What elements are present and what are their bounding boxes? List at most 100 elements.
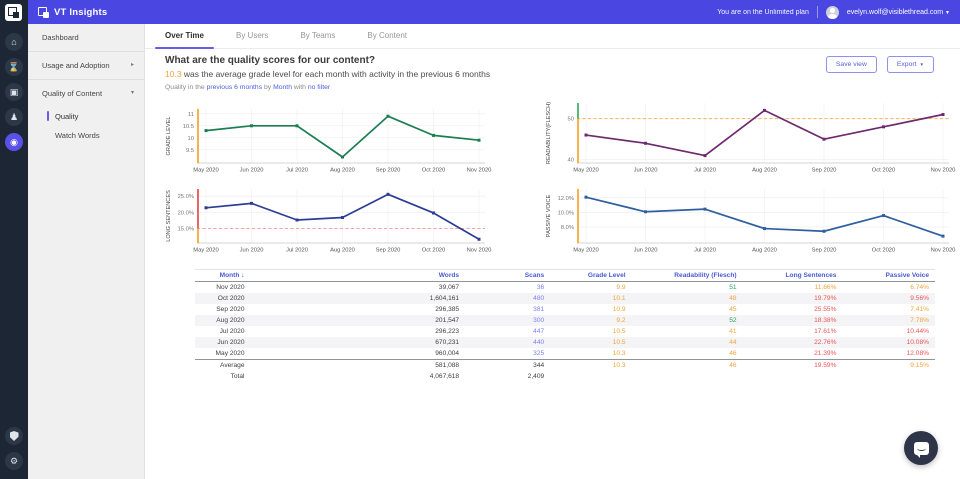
insights-eye-icon[interactable]: ◉ [5, 133, 23, 151]
table-row: Aug 2020 201,547 300 9.2 52 18.38% 7.78% [195, 315, 935, 326]
export-button[interactable]: Export ▼ [886, 56, 934, 73]
table-cell: 12.08% [842, 348, 935, 360]
sidebar-item-usage-and-adoption[interactable]: Usage and Adoption ▸ [42, 61, 134, 70]
table-cell: 46 [729, 362, 737, 369]
svg-text:12.0%: 12.0% [558, 196, 574, 202]
sidebar-item-quality[interactable]: Quality [28, 107, 144, 126]
table-cell: 581,088 [435, 362, 460, 369]
column-header-scans[interactable]: Scans [465, 269, 551, 282]
svg-text:Jun 2020: Jun 2020 [240, 168, 264, 174]
table-cell [632, 371, 743, 382]
save-view-button[interactable]: Save view [825, 56, 877, 73]
table-cell[interactable]: 381 [533, 306, 545, 313]
table-row: May 2020 960,004 325 10.3 46 21.39% 12.08% [195, 348, 935, 360]
table-cell: 9.9 [616, 284, 626, 291]
sidebar-item-quality-of-content[interactable]: Quality of Content ▾ [42, 89, 134, 98]
table-cell: 41 [729, 328, 737, 335]
table-cell: 52 [729, 317, 737, 324]
tab-bar: Over Time By Users By Teams By Content [145, 24, 960, 49]
tab-by-content[interactable]: By Content [367, 31, 407, 40]
filter-granularity-link[interactable]: Month [273, 84, 292, 91]
table-cell: May 2020 [195, 348, 251, 360]
svg-text:Sep 2020: Sep 2020 [376, 248, 401, 254]
icon-rail: ⌂ ⌛ ▣ ♟ ◉ ⚙ [0, 0, 28, 479]
long-sentences-chart: 15.0% 20.0% 25.0% May 2020 Jun 2020 Jul 2020 A… [163, 184, 493, 256]
svg-text:Nov 2020: Nov 2020 [931, 168, 956, 174]
table-cell: 344 [533, 362, 545, 369]
history-icon[interactable]: ⌛ [5, 58, 23, 76]
visiblethread-logo-icon[interactable] [5, 4, 22, 21]
user-avatar[interactable] [825, 5, 839, 19]
table-cell: 25.55% [814, 306, 837, 313]
chart-readability: 40 50 May 2020 Jun 2020 Jul 2020 Aug 2020 Sep … [546, 102, 956, 174]
table-cell: 39,067 [438, 284, 460, 291]
sidebar-item-watch-words[interactable]: Watch Words [55, 131, 100, 140]
table-cell: 10.3 [612, 362, 626, 369]
table-cell: 9.15% [910, 362, 929, 369]
table-cell: 10.44% [906, 328, 929, 335]
table-cell[interactable]: 447 [533, 328, 545, 335]
sidebar-divider [28, 51, 144, 52]
svg-text:Aug 2020: Aug 2020 [752, 168, 777, 174]
table-row: Oct 2020 1,604,161 480 10.1 48 19.79% 9.56% [195, 293, 935, 304]
filter-none-link[interactable]: no filter [307, 84, 331, 91]
table-cell [842, 371, 935, 382]
table-cell: Average [220, 362, 245, 369]
table-cell: 1,604,161 [429, 295, 460, 302]
security-shield-icon[interactable] [5, 427, 23, 445]
table-row: Sep 2020 296,385 381 10.9 45 25.55% 7.41% [195, 304, 935, 315]
table-row: Jul 2020 296,223 447 10.5 41 17.61% 10.44% [195, 326, 935, 337]
sort-descending-icon: ↓ [239, 272, 245, 279]
chat-launcher-button[interactable] [904, 431, 938, 465]
table-cell[interactable]: 300 [533, 317, 545, 324]
column-header-readability-flesch-[interactable]: Readability (Flesch) [631, 269, 743, 282]
table-cell[interactable]: 325 [465, 348, 551, 360]
table-summary-row: Average 581,088 344 10.3 46 19.59% 9.15% [195, 360, 935, 372]
table-cell: 51 [729, 284, 737, 291]
column-header-long-sentences[interactable]: Long Sentences [742, 269, 843, 282]
tab-by-users[interactable]: By Users [235, 31, 269, 40]
table-cell[interactable]: 36 [536, 284, 545, 291]
topbar: VT Insights You are on the Unlimited pla… [28, 0, 960, 24]
column-header-words[interactable]: Words [250, 269, 466, 282]
svg-text:11: 11 [188, 112, 194, 118]
column-header-month[interactable]: Month ↓ [195, 269, 251, 282]
filter-period-link[interactable]: previous 6 months [206, 84, 263, 91]
highlight-value: 10.3 [165, 69, 182, 79]
svg-text:Jul 2020: Jul 2020 [286, 168, 308, 174]
table-cell: 10.08% [906, 339, 929, 346]
svg-text:50: 50 [568, 117, 574, 123]
table-cell: 22.76% [814, 339, 837, 346]
sidebar-item-dashboard[interactable]: Dashboard [42, 33, 79, 42]
table-row: Nov 2020 39,067 36 9.9 51 11.66% 6.74% [195, 282, 935, 294]
team-icon[interactable]: ♟ [5, 108, 23, 126]
svg-text:May 2020: May 2020 [573, 168, 598, 174]
svg-text:READABILITY(FLESCH): READABILITY(FLESCH) [546, 102, 552, 164]
column-header-grade-level[interactable]: Grade Level [550, 269, 632, 282]
table-cell: 18.38% [814, 317, 837, 324]
column-header-passive-voice[interactable]: Passive Voice [842, 269, 935, 282]
table-cell[interactable]: 480 [533, 295, 545, 302]
quality-table: Month ↓ Words Scans Grade Level Readability … [195, 269, 935, 382]
tab-by-teams[interactable]: By Teams [300, 31, 336, 40]
table-cell: Aug 2020 [216, 317, 245, 324]
svg-text:Aug 2020: Aug 2020 [330, 168, 355, 174]
table-cell: 9.2 [616, 317, 626, 324]
app-title: VT Insights [54, 6, 108, 18]
svg-text:Oct 2020: Oct 2020 [872, 168, 896, 174]
svg-text:Oct 2020: Oct 2020 [422, 248, 446, 254]
table-cell: 10.3 [550, 348, 632, 360]
tab-over-time[interactable]: Over Time [155, 31, 214, 49]
home-icon[interactable]: ⌂ [5, 33, 23, 51]
table-cell[interactable]: 440 [533, 339, 545, 346]
reports-icon[interactable]: ▣ [5, 83, 23, 101]
chart-passive-voice: 8.0% 10.0% 12.0% May 2020 Jun 2020 Jul 2020 Au… [546, 189, 955, 254]
user-menu[interactable]: evelyn.wolf@visiblethread.com ▼ [846, 8, 950, 16]
table-cell: 7.78% [910, 317, 929, 324]
table-cell: 46 [631, 348, 743, 360]
chart-long-sentences: 15.0% 20.0% 25.0% May 2020 Jun 2020 Jul 2020 A… [166, 189, 491, 254]
settings-gear-icon[interactable]: ⚙ [5, 452, 23, 470]
svg-text:9.5: 9.5 [186, 148, 194, 154]
svg-text:Jun 2020: Jun 2020 [634, 248, 658, 254]
passive-voice-chart: 8.0% 10.0% 12.0% May 2020 Jun 2020 Jul 2020 Au… [543, 184, 957, 256]
